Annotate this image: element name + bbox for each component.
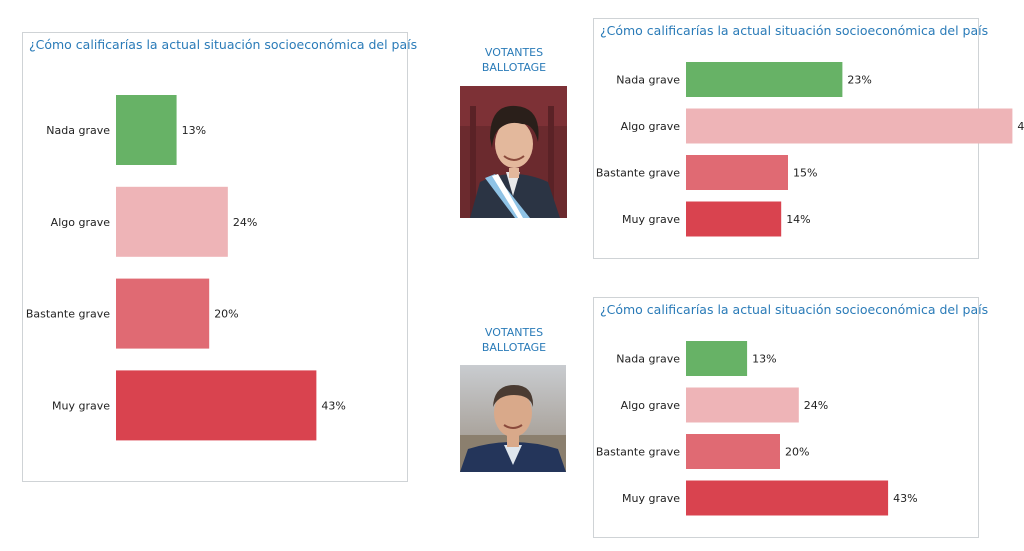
chart-panel-milei: ¿Cómo calificarías la actual situación s… — [593, 18, 1024, 259]
category-label: Nada grave — [616, 353, 680, 366]
chart-massa: Nada grave 13% Algo grave 24% Bastante grave… — [596, 341, 918, 516]
voter-label-line2: BALLOTAGE — [481, 61, 547, 74]
category-label: Bastante grave — [26, 308, 110, 321]
chart-title: ¿Cómo calificarías la actual situación s… — [29, 37, 418, 52]
data-label: 15% — [793, 167, 817, 180]
voter-label-top: VOTANTES BALLOTAGE — [459, 45, 569, 75]
category-label: Algo grave — [51, 216, 111, 229]
voter-label-bottom: VOTANTES BALLOTAGE — [459, 325, 569, 355]
voter-label-line2: BALLOTAGE — [481, 341, 547, 354]
candidate-photo-top — [460, 86, 567, 218]
category-label: Bastante grave — [596, 167, 680, 180]
category-label: Muy grave — [52, 399, 110, 412]
category-label: Algo grave — [621, 399, 681, 412]
chart-panel-massa: ¿Cómo calificarías la actual situación s… — [593, 297, 988, 538]
category-label: Algo grave — [621, 120, 681, 133]
data-label: 24% — [804, 399, 828, 412]
bar-muy-grave — [116, 370, 317, 441]
bar-muy-grave — [686, 480, 889, 516]
category-label: Nada grave — [46, 124, 110, 137]
data-label: 23% — [847, 74, 871, 87]
chart-total: Nada grave 13% Algo grave 24% Bastante grave… — [26, 95, 346, 441]
data-label: 20% — [214, 308, 238, 321]
chart-panel-total: ¿Cómo calificarías la actual situación s… — [22, 32, 417, 482]
chart-milei: Nada grave 23% Algo grave 48% Bastante grave… — [596, 62, 1024, 237]
bar-algo-grave — [686, 108, 1013, 144]
bar-nada-grave — [686, 341, 748, 376]
data-label: 48% — [1017, 120, 1024, 133]
data-label: 43% — [321, 399, 345, 412]
voter-label-line1: VOTANTES — [484, 326, 544, 339]
bar-bastante-grave — [686, 155, 788, 190]
chart-title: ¿Cómo calificarías la actual situación s… — [600, 302, 989, 317]
data-label: 43% — [893, 492, 917, 505]
bar-nada-grave — [116, 95, 177, 165]
bar-algo-grave — [116, 186, 228, 257]
candidate-photo-bottom — [460, 365, 566, 472]
bar-bastante-grave — [686, 434, 780, 469]
bar-nada-grave — [686, 62, 843, 97]
category-label: Muy grave — [622, 213, 680, 226]
data-label: 13% — [182, 124, 206, 137]
bar-bastante-grave — [116, 278, 210, 349]
voter-label-line1: VOTANTES — [484, 46, 544, 59]
data-label: 20% — [785, 446, 809, 459]
bar-algo-grave — [686, 387, 799, 423]
bar-muy-grave — [686, 201, 782, 237]
data-label: 14% — [786, 213, 810, 226]
chart-title: ¿Cómo calificarías la actual situación s… — [600, 23, 989, 38]
category-label: Muy grave — [622, 492, 680, 505]
data-label: 13% — [752, 353, 776, 366]
category-label: Nada grave — [616, 74, 680, 87]
data-label: 24% — [233, 216, 257, 229]
category-label: Bastante grave — [596, 446, 680, 459]
